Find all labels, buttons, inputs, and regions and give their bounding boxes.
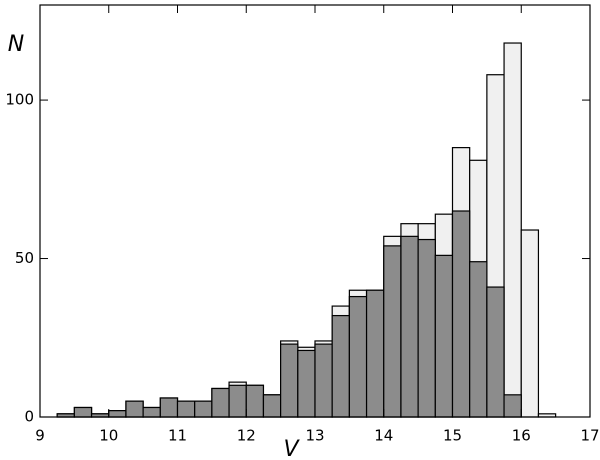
- x-tick-label: 16: [512, 427, 531, 445]
- y-tick-label: 50: [15, 249, 34, 267]
- bar: [365, 289, 385, 418]
- x-tick-label: 9: [35, 427, 45, 445]
- y-tick-label: 100: [5, 91, 34, 109]
- bar: [194, 400, 213, 418]
- bar: [211, 387, 230, 418]
- x-tick-label: 13: [305, 427, 324, 445]
- bar: [73, 406, 93, 418]
- bar: [503, 42, 522, 418]
- bar: [280, 343, 299, 418]
- bar: [451, 210, 471, 418]
- bar: [297, 349, 316, 418]
- bar: [228, 384, 247, 418]
- bar: [434, 254, 454, 418]
- bar: [348, 295, 368, 418]
- bar: [142, 406, 161, 418]
- bar: [417, 238, 436, 418]
- x-tick-label: 17: [580, 427, 599, 445]
- bar: [520, 229, 540, 418]
- x-tick-label: 12: [237, 427, 256, 445]
- bar: [125, 400, 144, 418]
- bar: [486, 286, 505, 418]
- bar: [314, 343, 333, 418]
- x-tick-label: 14: [374, 427, 393, 445]
- bar: [159, 397, 179, 418]
- bar: [331, 314, 350, 418]
- x-tick-label: 10: [99, 427, 118, 445]
- bar: [245, 384, 265, 418]
- bar: [503, 394, 522, 418]
- bar: [262, 394, 282, 418]
- y-tick-label: 0: [24, 408, 34, 426]
- x-tick-label: 15: [443, 427, 462, 445]
- bar: [400, 235, 419, 418]
- bar: [469, 261, 488, 418]
- x-tick-label: 11: [168, 427, 187, 445]
- bar: [383, 245, 402, 418]
- y-axis-title: N: [8, 32, 24, 57]
- x-axis-title: V: [283, 437, 300, 460]
- bar: [176, 400, 196, 418]
- bar: [108, 410, 127, 418]
